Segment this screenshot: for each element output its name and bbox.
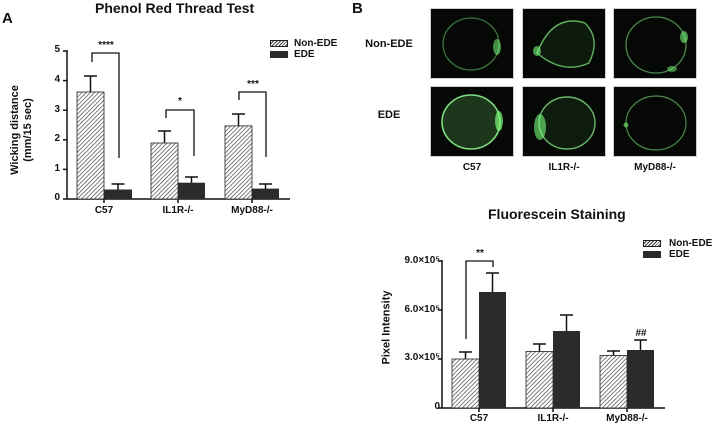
y-tick: 3.0×10⁵	[404, 352, 440, 363]
y-tick: 3	[54, 104, 60, 115]
legend-b-label-ede: EDE	[669, 249, 690, 260]
y-tick: 5	[54, 44, 60, 55]
y-tick: 4	[54, 74, 60, 85]
x-category: C57	[469, 413, 489, 424]
significance-b-c57: **	[476, 248, 484, 259]
legend-label-ede: EDE	[294, 49, 315, 60]
x-category: MyD88-/-	[231, 205, 273, 216]
bar-b-c57-non-ede	[451, 351, 480, 409]
significance-c57: ****	[98, 40, 114, 51]
panel-b-letter: B	[352, 0, 363, 17]
panel-a-letter: A	[2, 10, 13, 27]
bar-il1r-non-ede	[150, 130, 179, 200]
bar-b-myd88-ede	[627, 339, 654, 408]
panel-a-plot	[63, 50, 290, 203]
significance-myd88: ***	[247, 79, 259, 90]
bar-b-myd88-non-ede	[599, 350, 628, 409]
bar-c57-ede	[104, 183, 132, 199]
column-label-myd88: MyD88-/-	[634, 162, 676, 173]
significance-brackets	[91, 52, 267, 158]
significance-bracket-b	[465, 260, 494, 339]
legend-b-swatch-non-ede	[643, 240, 661, 247]
y-tick: 9.0×10⁵	[404, 255, 440, 266]
panel-a-title: Phenol Red Thread Test	[95, 0, 255, 16]
significance-il1r: *	[178, 96, 182, 107]
cornea-image-c57-non-ede	[430, 8, 514, 79]
panel-b-chart-title: Fluorescein Staining	[488, 206, 626, 222]
bar-b-il1r-ede	[553, 314, 580, 408]
cornea-image-c57-ede	[430, 86, 514, 157]
y-tick: 6.0×10⁵	[404, 304, 440, 315]
bar-c57-non-ede	[76, 75, 105, 200]
y-tick: 0	[54, 192, 60, 203]
cornea-image-il1r-ede	[522, 86, 606, 157]
x-category: IL1R-/-	[162, 205, 194, 216]
bar-myd88-ede	[252, 183, 279, 199]
bar-b-il1r-non-ede	[525, 343, 554, 409]
bar-myd88-non-ede	[224, 113, 253, 200]
bar-b-c57-ede	[479, 272, 506, 408]
cornea-image-il1r-non-ede	[522, 8, 606, 79]
legend-label-non-ede: Non-EDE	[294, 38, 338, 49]
y-tick: 0	[434, 401, 440, 412]
legend-swatch-ede	[270, 51, 288, 58]
x-category: C57	[94, 205, 114, 216]
hash-myd88-ede: ##	[635, 328, 647, 339]
column-label-il1r: IL1R-/-	[548, 162, 580, 173]
column-label-c57: C57	[462, 162, 482, 173]
cornea-image-myd88-ede	[613, 86, 697, 157]
bar-il1r-ede	[178, 176, 205, 199]
legend-b-label-non-ede: Non-EDE	[669, 238, 713, 249]
cornea-image-myd88-non-ede	[613, 8, 697, 79]
x-category: IL1R-/-	[537, 413, 569, 424]
y-tick: 2	[54, 133, 60, 144]
row-label-ede: EDE	[377, 109, 401, 121]
legend-b-swatch-ede	[643, 251, 661, 258]
y-tick: 1	[54, 163, 60, 174]
x-category: MyD88-/-	[606, 413, 648, 424]
row-label-non-ede: Non-EDE	[365, 38, 413, 50]
legend-swatch-non-ede	[270, 40, 288, 47]
